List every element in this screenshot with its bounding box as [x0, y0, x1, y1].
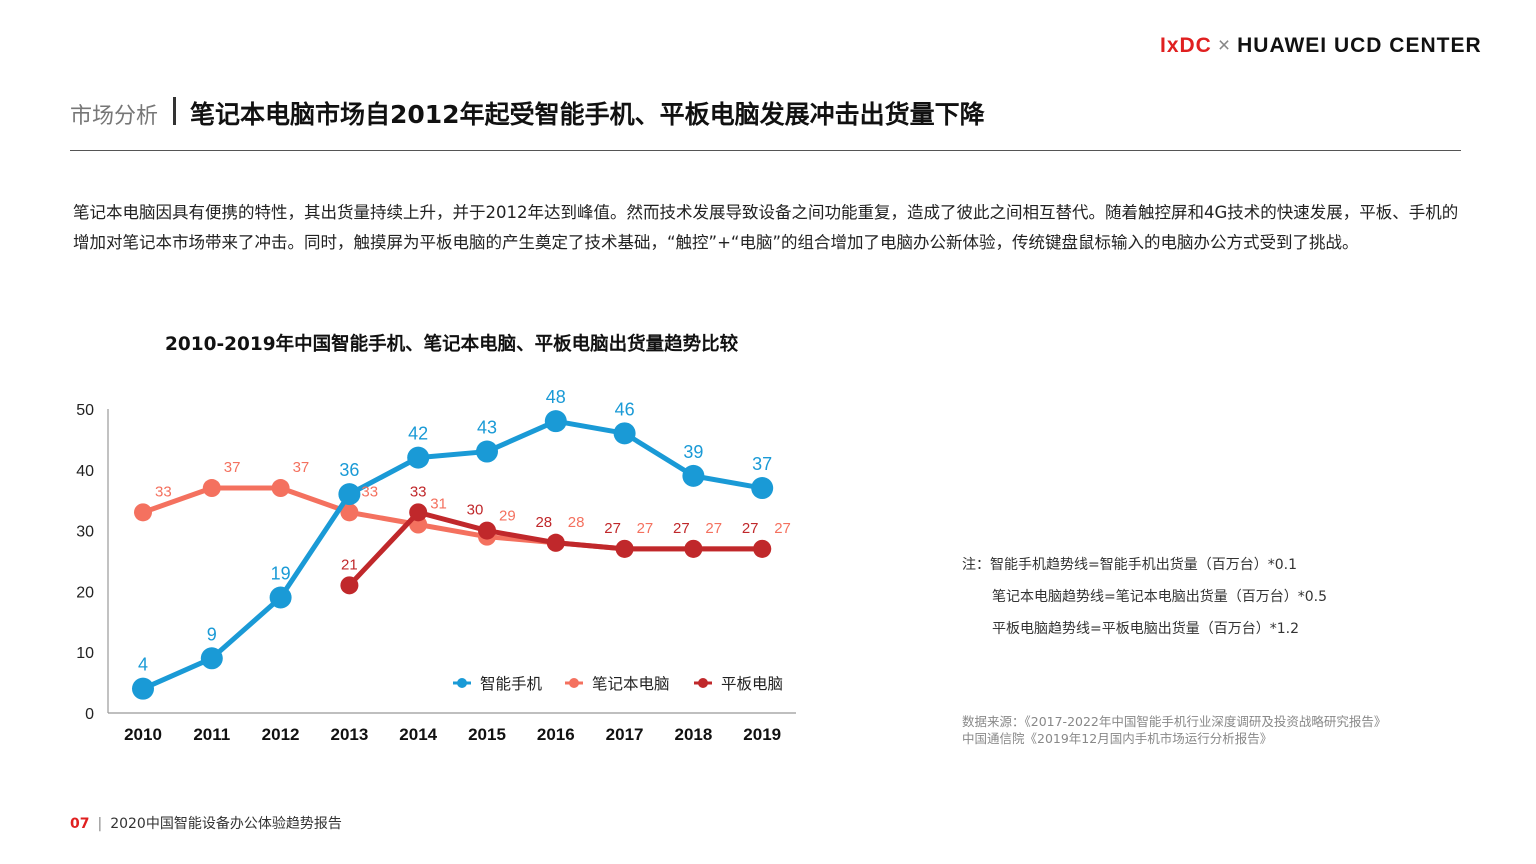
data-point — [340, 576, 359, 595]
data-label: 21 — [341, 556, 358, 573]
x-tick-label: 2015 — [468, 725, 506, 744]
data-label: 46 — [615, 399, 635, 419]
data-label: 28 — [568, 514, 585, 531]
data-label: 33 — [361, 483, 378, 500]
section-label: 市场分析 — [70, 104, 159, 129]
data-point — [338, 483, 361, 506]
page-number: 07 — [70, 816, 90, 832]
data-point — [544, 410, 567, 433]
data-label: 19 — [271, 563, 291, 583]
data-point — [340, 503, 359, 522]
data-point — [407, 446, 430, 469]
note-line: 笔记本电脑趋势线=笔记本电脑出货量（百万台）*0.5 — [992, 589, 1327, 605]
data-point — [132, 677, 154, 700]
y-tick-label: 30 — [76, 524, 94, 541]
data-label: 27 — [673, 520, 690, 537]
ixdc-logo: IxDC — [1160, 34, 1212, 57]
source-line: 数据来源：《2017-2022年中国智能手机行业深度调研及投资战略研究报告》 — [962, 714, 1387, 729]
x-tick-label: 2010 — [124, 725, 162, 744]
data-label: 9 — [207, 624, 217, 644]
data-label: 36 — [339, 460, 359, 480]
data-label: 4 — [138, 655, 148, 675]
data-label: 37 — [293, 459, 310, 476]
data-point — [409, 503, 428, 522]
data-point — [271, 479, 290, 498]
chart-title: 2010-2019年中国智能手机、笔记本电脑、平板电脑出货量趋势比较 — [165, 334, 739, 355]
data-label: 27 — [705, 520, 722, 537]
note-line: 平板电脑趋势线=平板电脑出货量（百万台）*1.2 — [992, 621, 1299, 637]
body-paragraph: 笔记本电脑因具有便携的特性，其出货量持续上升，并于2012年达到峰值。然而技术发… — [73, 203, 1459, 252]
data-label: 33 — [410, 483, 427, 500]
data-label: 30 — [467, 502, 484, 519]
legend-label: 平板电脑 — [721, 675, 783, 693]
x-tick-label: 2014 — [399, 725, 437, 744]
data-point — [753, 539, 772, 558]
data-label: 37 — [752, 454, 772, 474]
x-tick-label: 2011 — [193, 725, 230, 744]
x-tick-label: 2013 — [330, 725, 368, 744]
data-label: 28 — [535, 514, 552, 531]
header-rule — [70, 150, 1461, 151]
data-point — [546, 533, 565, 552]
y-tick-label: 20 — [76, 584, 94, 601]
data-label: 42 — [408, 424, 428, 444]
data-point — [615, 539, 634, 558]
y-tick-label: 0 — [85, 706, 94, 723]
source-line: 中国通信院《2019年12月国内手机市场运行分析报告》 — [962, 731, 1273, 746]
legend-label: 笔记本电脑 — [592, 675, 670, 693]
data-label: 27 — [637, 520, 654, 537]
data-label: 29 — [499, 508, 516, 525]
data-point — [202, 479, 221, 498]
data-point — [613, 422, 636, 445]
series-line-1 — [142, 485, 763, 552]
page-title: 笔记本电脑市场自2012年起受智能手机、平板电脑发展冲击出货量下降 — [190, 100, 985, 129]
x-tick-label: 2012 — [262, 725, 300, 744]
title-divider — [173, 97, 176, 125]
series-line-0 — [141, 418, 763, 691]
y-tick-label: 40 — [76, 463, 94, 480]
note-line: 注：智能手机趋势线=智能手机出货量（百万台）*0.1 — [962, 557, 1297, 573]
legend-marker — [698, 678, 708, 688]
data-point — [476, 440, 498, 463]
y-tick-label: 50 — [76, 402, 94, 419]
data-label: 27 — [742, 520, 759, 537]
data-point — [478, 521, 496, 540]
y-tick-label: 10 — [76, 645, 94, 662]
data-point — [200, 647, 223, 670]
data-point — [269, 586, 292, 609]
data-point — [684, 539, 703, 558]
cross-mark: × — [1217, 34, 1232, 57]
x-tick-label: 2019 — [743, 725, 781, 744]
legend-marker — [569, 678, 579, 688]
report-title: 2020中国智能设备办公体验趋势报告 — [110, 816, 342, 832]
data-label: 39 — [683, 442, 703, 462]
x-tick-label: 2017 — [606, 725, 644, 744]
data-label: 27 — [774, 520, 791, 537]
data-label: 37 — [224, 459, 241, 476]
x-tick-label: 2018 — [674, 725, 712, 744]
x-tick-label: 2016 — [537, 725, 575, 744]
footer: 07 | 2020中国智能设备办公体验趋势报告 — [70, 813, 342, 833]
data-label: 33 — [155, 483, 172, 500]
huawei-ucd-logo: HUAWEI UCD CENTER — [1237, 34, 1482, 57]
data-label: 48 — [546, 387, 566, 407]
data-point — [134, 503, 152, 522]
legend-label: 智能手机 — [480, 675, 543, 693]
data-label: 27 — [604, 520, 621, 537]
legend-marker — [457, 678, 467, 688]
data-point — [751, 477, 774, 500]
footer-separator: | — [97, 816, 103, 832]
data-label: 43 — [477, 418, 497, 438]
data-point — [682, 464, 705, 487]
data-label: 31 — [430, 496, 447, 513]
brand-logo: IxDC × HUAWEI UCD CENTER — [1160, 34, 1482, 58]
